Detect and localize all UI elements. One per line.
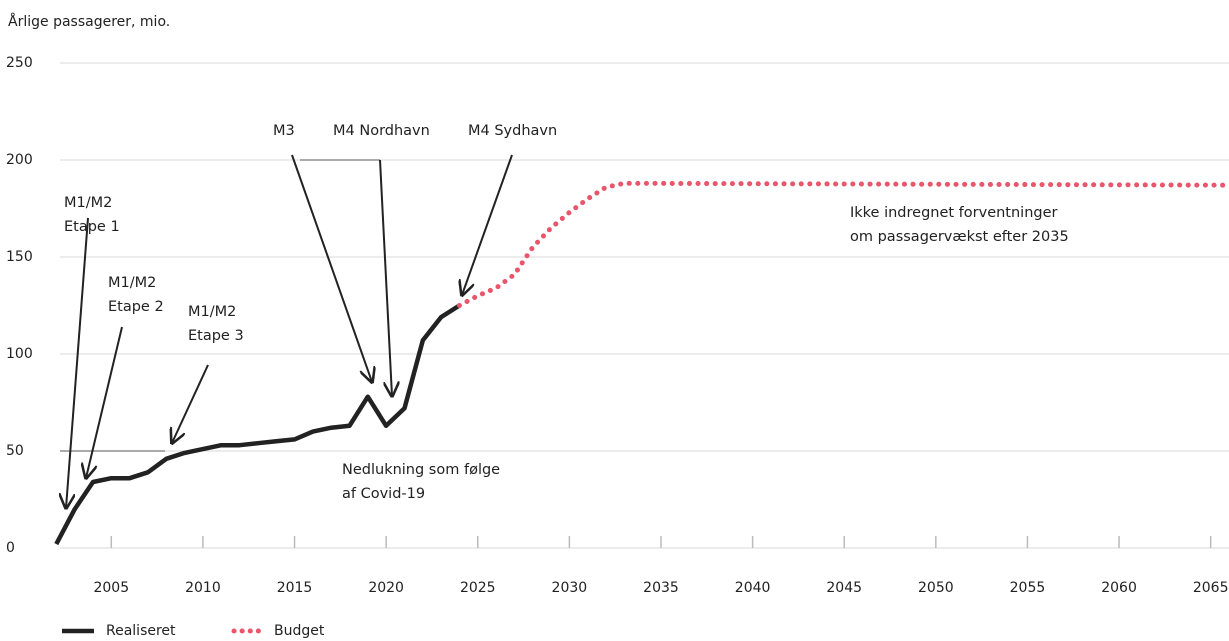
x-tick-label: 2045 (826, 580, 862, 596)
x-tick-label: 2010 (185, 580, 221, 596)
x-tick-label: 2055 (1010, 580, 1046, 596)
annotation: Etape 2 (108, 299, 164, 315)
annotation: M4 Sydhavn (468, 123, 557, 139)
arrow (462, 154, 513, 295)
arrow (379, 159, 392, 396)
arrows (66, 154, 513, 508)
series-line (456, 180, 1229, 308)
annotation: M1/M2 (108, 275, 156, 291)
annotation: M3 (273, 123, 295, 139)
annotation: Etape 1 (64, 219, 120, 235)
x-tick-label: 2040 (735, 580, 771, 596)
arrow (66, 217, 89, 508)
y-tick-label: 200 (6, 152, 33, 168)
annotation: M4 Nordhavn (333, 123, 430, 139)
x-tick-label: 2030 (552, 580, 588, 596)
y-tick-label: 0 (6, 540, 15, 556)
annotation: Nedlukning som følge (342, 462, 500, 478)
y-tick-label: 50 (6, 443, 24, 459)
arrow (291, 154, 372, 382)
x-tick-label: 2015 (277, 580, 313, 596)
y-axis-label: Årlige passagerer, mio. (8, 13, 170, 30)
arrow (172, 364, 209, 443)
annotation: af Covid-19 (342, 486, 425, 502)
x-tick-label: 2025 (460, 580, 496, 596)
arrow (86, 326, 123, 478)
annotation: Ikke indregnet forventninger (850, 205, 1058, 221)
annotation: M1/M2 (188, 304, 236, 320)
legend-label: Budget (274, 623, 325, 639)
y-tick-label: 100 (6, 346, 33, 362)
annotation: Etape 3 (188, 328, 244, 344)
x-tick-label: 2035 (643, 580, 679, 596)
x-tick-label: 2065 (1193, 580, 1229, 596)
x-tick-label: 2050 (918, 580, 954, 596)
x-tick-label: 2020 (368, 580, 404, 596)
legend-label: Realiseret (106, 623, 176, 639)
y-tick-label: 250 (6, 55, 33, 71)
x-tick-label: 2005 (93, 580, 129, 596)
y-tick-label: 150 (6, 249, 33, 265)
annotation: M1/M2 (64, 195, 112, 211)
annotation: om passagervækst efter 2035 (850, 229, 1069, 245)
x-tick-label: 2060 (1101, 580, 1137, 596)
series-line (54, 303, 461, 546)
